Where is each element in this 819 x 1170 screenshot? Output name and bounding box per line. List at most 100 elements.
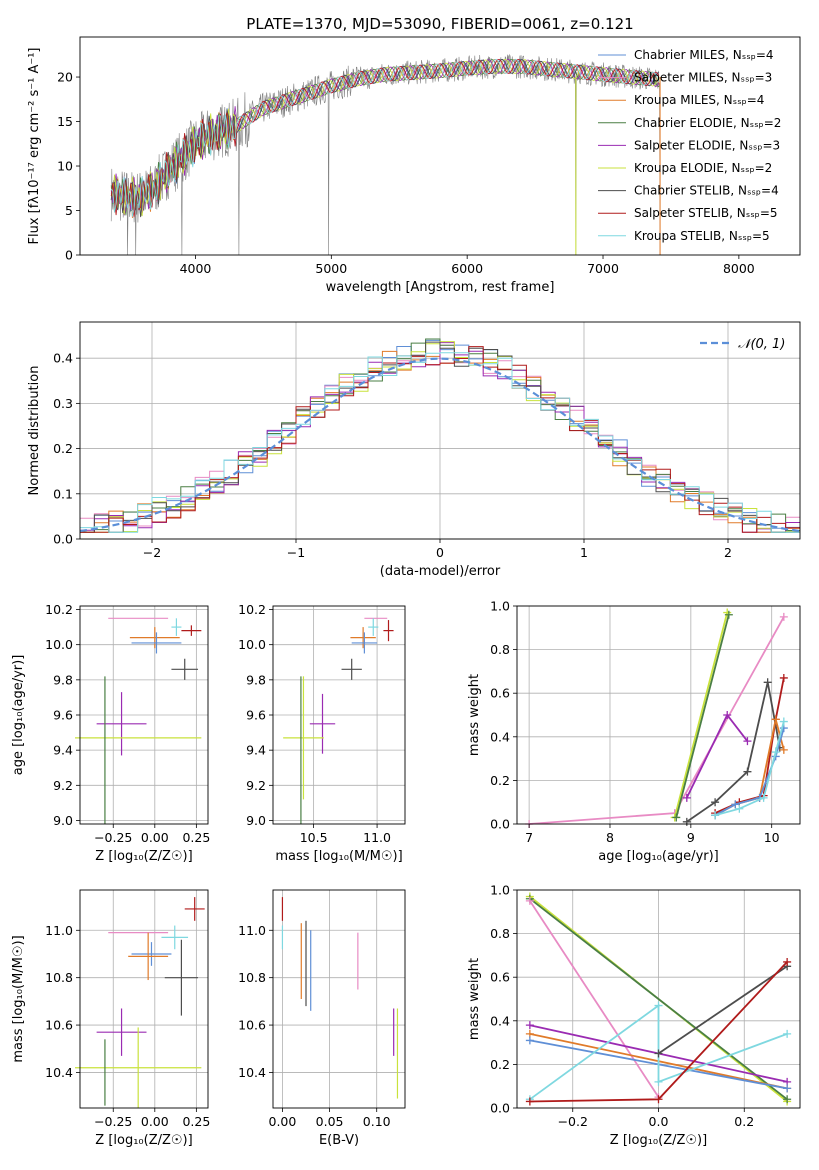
age-vs-mass-x-axis-label: mass [log₁₀(M/M☉)] — [275, 849, 402, 864]
weight-point-marker — [525, 1036, 534, 1045]
weight-vs-Z-y-axis-label: mass weight — [467, 958, 482, 1040]
weight-point-marker — [783, 1084, 792, 1093]
age-vs-mass-frame — [272, 605, 406, 825]
mass-vs-Z-grid — [80, 890, 208, 1108]
y-tick-label: 0.0 — [490, 1101, 510, 1116]
x-tick-label: 4000 — [180, 261, 212, 276]
y-tick-label: 10.2 — [238, 602, 266, 617]
weight-point-marker — [682, 793, 691, 802]
x-tick-label: 0.00 — [141, 1114, 169, 1129]
residuals-x-axis-label: (data-model)/error — [380, 564, 501, 579]
x-tick-label: 5000 — [315, 261, 347, 276]
x-tick-label: 11.0 — [363, 830, 391, 845]
x-tick-label: 7 — [525, 830, 533, 845]
weight-point-marker — [779, 673, 788, 682]
age-vs-mass-grid — [273, 606, 405, 824]
weight-point-marker — [771, 748, 780, 757]
weight-point-marker — [735, 804, 744, 813]
weight-point-marker — [783, 957, 792, 966]
weight-point-marker — [654, 1077, 663, 1086]
y-tick-label: 9.2 — [246, 778, 266, 793]
legend-label: Salpeter STELIB, Nₛₛₚ=5 — [634, 206, 778, 220]
x-tick-label: 0 — [436, 545, 444, 560]
age-vs-Z-x-axis-label: Z [log₁₀(Z/Z☉)] — [95, 849, 192, 864]
y-tick-label: 9.2 — [53, 778, 73, 793]
weight-point-marker — [779, 612, 788, 621]
weight-point-marker — [525, 1021, 534, 1030]
normal-curve — [79, 357, 801, 533]
weight-vs-Z-ticks: −0.2 0.0 0.2 0.0 0.2 0.4 0.6 0.8 1.0 — [490, 883, 754, 1130]
weight-point-marker — [525, 896, 534, 905]
weight-vs-Z-panel: −0.2 0.0 0.2 0.0 0.2 0.4 0.6 0.8 1.0 Z [log₁₀(Z/Z… — [467, 883, 801, 1148]
x-tick-label: 0.2 — [734, 1114, 754, 1129]
y-tick-label: 11.0 — [45, 923, 73, 938]
age-vs-Z-panel: −0.25 0.00 0.25 9.0 9.2 9.4 9.6 9.8 10.0 10.2 Z [l… — [11, 602, 210, 864]
residuals-plot-area — [79, 338, 801, 533]
x-tick-label: −0.25 — [94, 830, 132, 845]
weight-series-line — [673, 612, 729, 818]
y-tick-label: 10.2 — [45, 602, 73, 617]
weight-point-marker — [672, 813, 681, 822]
weight-vs-age-x-axis-label: age [log₁₀(age/yr)] — [598, 849, 719, 864]
y-tick-label: 1.0 — [490, 599, 510, 614]
y-tick-label: 0.6 — [490, 970, 510, 985]
weight-series-line — [529, 897, 788, 1101]
y-tick-label: 0 — [65, 248, 73, 263]
y-tick-label: 0.3 — [53, 396, 73, 411]
spectrum-x-axis-label: wavelength [Angstrom, rest frame] — [326, 280, 555, 295]
weight-point-marker — [654, 1001, 663, 1010]
weight-point-marker — [711, 811, 720, 820]
legend-label: Chabrier ELODIE, Nₛₛₚ=2 — [634, 116, 781, 130]
weight-point-marker — [763, 678, 772, 687]
y-tick-label: 10 — [57, 159, 73, 174]
weight-point-marker — [654, 1049, 663, 1058]
y-tick-label: 10.8 — [45, 970, 73, 985]
figure-title: PLATE=1370, MJD=53090, FIBERID=0061, z=0… — [246, 15, 633, 33]
y-tick-label: 1.0 — [490, 883, 510, 898]
y-tick-label: 0.4 — [490, 729, 510, 744]
x-tick-label: −2 — [143, 545, 161, 560]
spectrum-panel: 4000 5000 6000 7000 8000 0 5 10 15 20 wavelength [… — [27, 36, 801, 295]
weight-vs-age-frame — [516, 605, 801, 825]
x-tick-label: 0.05 — [316, 1114, 344, 1129]
residuals-y-axis-label: Normed distribution — [27, 366, 42, 496]
x-tick-label: 8 — [606, 830, 614, 845]
weight-point-marker — [779, 717, 788, 726]
age-vs-Z-grid — [80, 606, 208, 824]
mass-vs-Z-panel: −0.25 0.00 0.25 10.4 10.6 10.8 11.0 Z [log₁₀(Z/… — [11, 889, 210, 1148]
x-tick-label: 1 — [580, 545, 588, 560]
y-tick-label: 0.8 — [490, 926, 510, 941]
spectrum-frame — [79, 36, 801, 256]
y-tick-label: 10.6 — [238, 1018, 266, 1033]
y-tick-label: 9.8 — [53, 672, 73, 687]
age-vs-Z-plot-area — [75, 617, 202, 824]
weight-series-line — [529, 900, 660, 1098]
weight-series-line — [657, 965, 788, 1055]
mass-vs-Z-y-axis-label: mass [log₁₀(M/M☉)] — [11, 935, 26, 1062]
y-tick-label: 0.2 — [53, 441, 73, 456]
y-tick-label: 9.0 — [246, 813, 266, 828]
legend-label: Salpeter MILES, Nₛₛₚ=3 — [634, 71, 772, 85]
x-tick-label: −1 — [287, 545, 305, 560]
y-tick-label: 10.0 — [45, 637, 73, 652]
mass-vs-Z-x-axis-label: Z [log₁₀(Z/Z☉)] — [95, 1133, 192, 1148]
weight-point-marker — [654, 1095, 663, 1104]
weight-point-marker — [525, 1097, 534, 1106]
y-tick-label: 0.8 — [490, 642, 510, 657]
age-vs-mass-plot-area — [283, 617, 394, 824]
spectrum-plot-area — [110, 53, 661, 256]
weight-series-line — [675, 614, 730, 818]
legend-label: Salpeter ELODIE, Nₛₛₚ=3 — [634, 138, 780, 152]
weight-vs-age-ticks: 7 8 9 10 0.0 0.2 0.4 0.6 0.8 1.0 — [490, 599, 780, 846]
x-tick-label: −0.25 — [94, 1114, 132, 1129]
mass-vs-ebv-frame — [272, 889, 406, 1109]
weight-point-marker — [783, 1029, 792, 1038]
weight-point-marker — [759, 793, 768, 802]
legend-label: Chabrier STELIB, Nₛₛₚ=4 — [634, 184, 779, 198]
y-tick-label: 11.0 — [238, 923, 266, 938]
y-tick-label: 15 — [57, 114, 73, 129]
mass-vs-Z-frame — [79, 889, 209, 1109]
y-tick-label: 10.4 — [45, 1065, 73, 1080]
x-tick-label: 2 — [724, 545, 732, 560]
weight-vs-Z-x-axis-label: Z [log₁₀(Z/Z☉)] — [610, 1133, 707, 1148]
